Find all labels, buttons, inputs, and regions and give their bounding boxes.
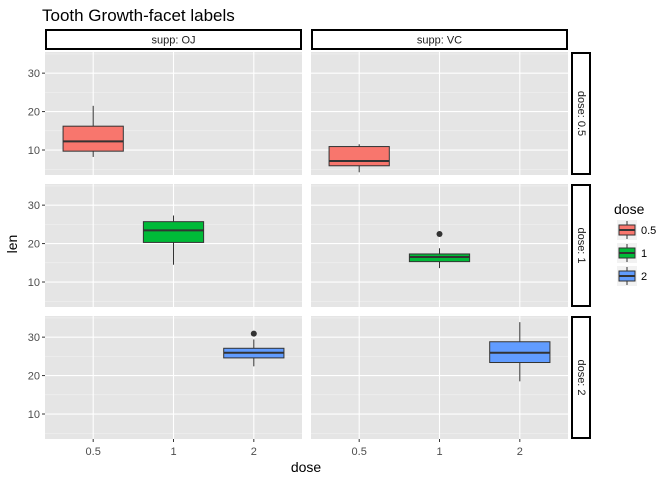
column-strip-label: supp: VC	[417, 35, 462, 47]
row-strip-label: dose: 2	[575, 359, 587, 395]
legend-item: 1	[617, 243, 647, 263]
x-tick-label: 1	[436, 446, 442, 458]
legend-label: 0.5	[641, 225, 656, 237]
panel-r1-c1	[311, 184, 568, 307]
y-tick-label: 20	[28, 371, 40, 383]
outlier-point	[250, 330, 257, 337]
box-iqr	[142, 221, 205, 243]
box-iqr	[328, 146, 390, 167]
y-axis: 10 20 30 10 20 30 10 20 30	[28, 68, 45, 421]
y-axis-title: len	[4, 235, 20, 254]
x-tick-label: 0.5	[352, 446, 367, 458]
panel-r2-c0	[45, 316, 302, 439]
y-tick-label: 10	[28, 409, 40, 421]
boxplot-r2-c0	[223, 330, 285, 367]
column-strip	[311, 29, 568, 50]
row-strip	[571, 184, 591, 307]
y-tick-label: 20	[28, 239, 40, 251]
column-strip	[45, 29, 302, 50]
panel-r2-c1	[311, 316, 568, 439]
legend-label: 2	[641, 271, 647, 283]
panels-layer	[45, 52, 568, 439]
boxplot-r1-c0	[142, 215, 205, 265]
legend-item: 0.5	[617, 220, 656, 240]
x-axis: 0.5 1 2 0.5 1 2	[86, 439, 523, 458]
facet-strips: supp: OJ supp: VC dose: 0.5 dose: 1 dose: 2	[45, 29, 591, 439]
column-strip-label: supp: OJ	[151, 35, 195, 47]
y-tick-label: 10	[28, 145, 40, 157]
row-strip	[571, 52, 591, 175]
x-tick-label: 1	[170, 446, 176, 458]
legend-item: 2	[617, 266, 647, 286]
panel-r0-c0	[45, 52, 302, 175]
x-tick-label: 0.5	[86, 446, 101, 458]
legend-label: 1	[641, 248, 647, 260]
x-tick-label: 2	[517, 446, 523, 458]
chart-title: Tooth Growth-facet labels	[42, 6, 235, 25]
x-axis-title: dose	[291, 459, 322, 475]
boxplot-r0-c1	[328, 144, 390, 173]
y-tick-label: 30	[28, 332, 40, 344]
y-tick-label: 10	[28, 277, 40, 289]
outlier-point	[436, 230, 443, 237]
row-strip	[571, 316, 591, 439]
x-tick-label: 2	[251, 446, 257, 458]
row-strip-label: dose: 0.5	[575, 91, 587, 136]
legend-title: dose	[614, 201, 645, 217]
box-iqr	[62, 125, 124, 152]
y-tick-label: 30	[28, 200, 40, 212]
y-tick-label: 20	[28, 107, 40, 119]
row-strip-label: dose: 1	[575, 227, 587, 263]
legend: dose 0.5 1 2	[614, 201, 656, 286]
y-tick-label: 30	[28, 68, 40, 80]
boxplot-r1-c1	[408, 230, 471, 269]
boxplot-r0-c0	[62, 105, 124, 157]
boxplot-r2-c1	[489, 322, 551, 382]
